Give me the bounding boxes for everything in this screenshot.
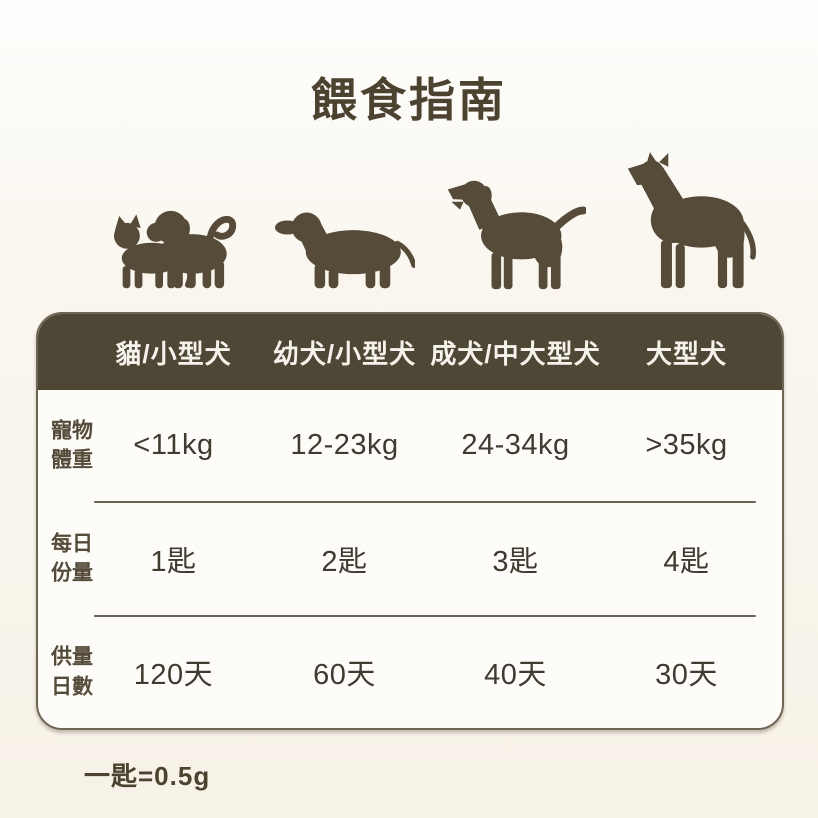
portion-value-cell: 4匙 — [663, 545, 710, 578]
animal-slot-large-dog — [602, 152, 774, 290]
table-row-supply-days: 供量 日數 120天 60天 40天 30天 — [38, 617, 782, 728]
weight-value-cell: 24-34kg — [461, 429, 570, 462]
table-row-pet-weight: 寵物 體重 <11kg 12-23kg 24-34kg >35kg — [38, 390, 782, 501]
portion-value-cell: 1匙 — [150, 545, 197, 578]
row-cells: 120天 60天 40天 30天 — [38, 651, 782, 693]
row-divider — [94, 501, 756, 504]
animal-slot-cat-small-dog — [86, 204, 258, 290]
row-cells: <11kg 12-23kg 24-34kg >35kg — [38, 429, 782, 462]
spoon-equivalence-note: 一匙=0.5g — [84, 761, 211, 791]
column-header-large-dog: 大型犬 — [645, 338, 727, 369]
days-value-cell: 30天 — [655, 659, 718, 692]
column-header-cat-small-dog: 貓/小型犬 — [115, 338, 232, 369]
days-value-cell: 120天 — [133, 659, 214, 692]
portion-value-cell: 2匙 — [321, 545, 368, 578]
row-divider — [94, 614, 756, 617]
days-value-cell: 40天 — [484, 659, 547, 692]
row-cells: 1匙 2匙 3匙 4匙 — [38, 538, 782, 580]
column-header-adult-medium-large-dog: 成犬/中大型犬 — [430, 338, 601, 369]
table-row-daily-portion: 每日 份量 1匙 2匙 3匙 4匙 — [38, 503, 782, 614]
dachshund-icon — [274, 212, 415, 289]
weight-value-cell: <11kg — [133, 429, 214, 462]
animal-slot-adult-dog — [430, 172, 602, 290]
row-label-daily-portion: 每日 份量 — [51, 532, 93, 585]
row-label-pet-weight: 寵物 體重 — [51, 419, 93, 472]
weight-value-cell: >35kg — [645, 429, 728, 462]
large-dog-icon — [627, 152, 756, 289]
cat-and-small-dog-icon — [113, 210, 236, 289]
days-value-cell: 60天 — [313, 659, 376, 692]
animal-silhouettes-row — [36, 146, 784, 290]
adult-dog-icon — [447, 180, 586, 290]
column-header-puppy-small-dog: 幼犬/小型犬 — [272, 338, 417, 369]
row-label-supply-days: 供量 日數 — [51, 645, 93, 699]
table-body: 寵物 體重 <11kg 12-23kg 24-34kg >35kg 每日 份量 … — [38, 390, 782, 728]
animal-slot-puppy-small-dog — [258, 202, 430, 290]
table-header-row: 貓/小型犬 幼犬/小型犬 成犬/中大型犬 大型犬 — [38, 314, 782, 390]
feeding-table-card: 貓/小型犬 幼犬/小型犬 成犬/中大型犬 大型犬 寵物 體重 <11kg 12-… — [36, 312, 784, 730]
portion-value-cell: 3匙 — [492, 545, 539, 578]
page-title: 餵食指南 — [311, 74, 507, 126]
weight-value-cell: 12-23kg — [290, 429, 399, 462]
